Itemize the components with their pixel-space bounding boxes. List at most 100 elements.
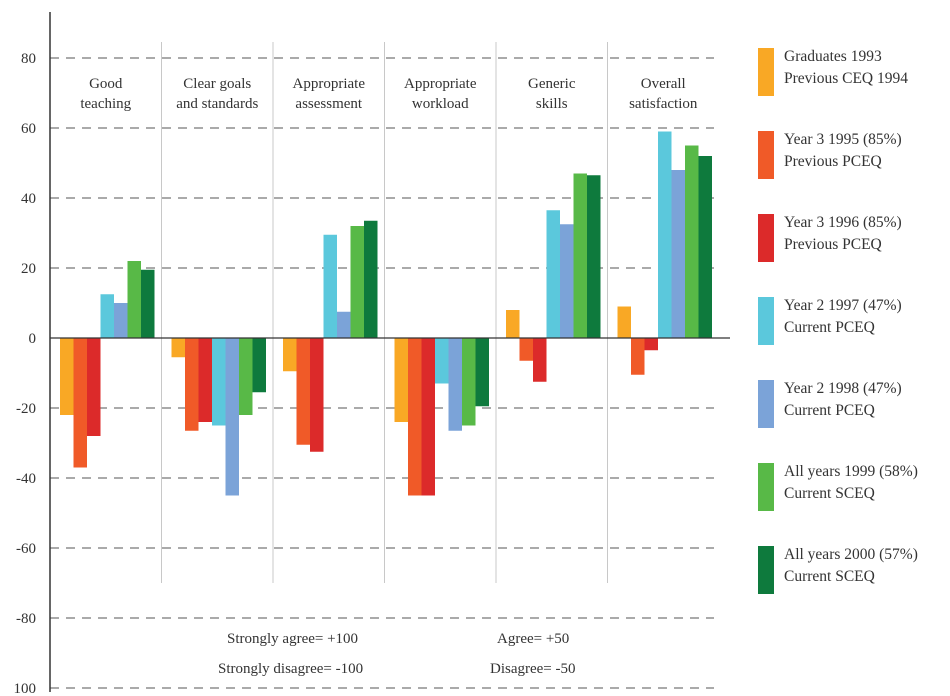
legend-swatch: [758, 463, 774, 511]
legend-label-line: Graduates 1993: [784, 48, 882, 65]
category-label-line: Generic: [528, 76, 576, 92]
category-label: Appropriate assessment: [293, 76, 366, 112]
y-tick-label: -20: [16, 401, 36, 417]
y-axis: [49, 12, 730, 692]
category-label: Generic skills: [528, 76, 576, 112]
y-tick-label: 40: [21, 191, 36, 207]
legend-label-line: All years 2000 (57%): [784, 546, 918, 563]
bar: [239, 338, 253, 415]
y-tick-labels: 80 60 40 20 0 -20 -40 -60 -80 100: [14, 51, 37, 696]
y-tick-label: -40: [16, 471, 36, 487]
y-tick-label: 80: [21, 51, 36, 67]
category-label-line: satisfaction: [629, 96, 698, 112]
note-disagree: Disagree= -50: [490, 661, 576, 677]
category-label-line: Appropriate: [404, 76, 477, 92]
bar: [685, 145, 699, 338]
legend-swatch: [758, 546, 774, 594]
bar: [364, 220, 378, 338]
scale-notes: Strongly agree= +100 Strongly disagree= …: [218, 631, 576, 677]
bar: [73, 338, 87, 468]
bars: [60, 131, 712, 496]
legend-label-line: Current PCEQ: [784, 402, 875, 419]
category-label-line: assessment: [295, 96, 362, 112]
legend-label: All years 2000 (57%) Current SCEQ: [784, 544, 950, 588]
category-label-line: skills: [536, 96, 568, 112]
note-strongly-agree: Strongly agree= +100: [227, 631, 358, 647]
y-tick-label: -60: [16, 541, 36, 557]
y-tick-label: 20: [21, 261, 36, 277]
bar: [127, 261, 141, 338]
legend-swatch: [758, 48, 774, 96]
bar: [350, 226, 364, 338]
note-strongly-disagree: Strongly disagree= -100: [218, 661, 363, 677]
bar: [698, 156, 712, 338]
bar: [546, 210, 560, 338]
bar: [587, 175, 601, 338]
legend-label-line: Year 3 1995 (85%): [784, 131, 902, 148]
bar: [323, 234, 337, 338]
bar: [519, 338, 533, 361]
y-tick-label: 60: [21, 121, 36, 137]
legend-swatch: [758, 214, 774, 262]
legend-label: Year 3 1996 (85%) Previous PCEQ: [784, 212, 950, 256]
bar: [87, 338, 101, 436]
bar: [658, 131, 672, 338]
note-agree: Agree= +50: [497, 631, 569, 647]
category-label-line: Good: [89, 76, 123, 92]
category-label: Overall satisfaction: [629, 76, 698, 112]
legend-label: Graduates 1993 Previous CEQ 1994: [784, 46, 950, 90]
bar: [435, 338, 449, 384]
bar: [408, 338, 422, 496]
bar: [462, 338, 476, 426]
bar: [283, 338, 297, 372]
category-label: Clear goals and standards: [176, 76, 258, 112]
y-tick-label: 0: [29, 331, 37, 347]
bar: [212, 338, 226, 426]
bar: [394, 338, 408, 422]
bar: [100, 294, 114, 338]
legend-label-line: Year 2 1997 (47%): [784, 297, 902, 314]
legend-label-line: All years 1999 (58%): [784, 463, 918, 480]
bar: [671, 170, 685, 338]
legend-label: Year 3 1995 (85%) Previous PCEQ: [784, 129, 950, 173]
bar: [448, 338, 462, 431]
bar: [310, 338, 324, 452]
legend-swatch: [758, 131, 774, 179]
category-label-line: workload: [412, 96, 469, 112]
legend-label-line: Current SCEQ: [784, 485, 875, 502]
bar: [171, 338, 185, 358]
bar: [337, 311, 351, 338]
bar: [644, 338, 658, 351]
bar: [573, 173, 587, 338]
bar: [296, 338, 310, 445]
legend-label-line: Previous PCEQ: [784, 236, 882, 253]
legend-label: Year 2 1997 (47%) Current PCEQ: [784, 295, 950, 339]
legend-label-line: Year 2 1998 (47%): [784, 380, 902, 397]
legend-label: Year 2 1998 (47%) Current PCEQ: [784, 378, 950, 422]
category-label-line: Overall: [641, 76, 686, 92]
y-tick-label: -80: [16, 611, 36, 627]
bar: [506, 310, 520, 338]
bar: [475, 338, 489, 407]
legend-label-line: Current PCEQ: [784, 319, 875, 336]
legend-swatch: [758, 380, 774, 428]
bar: [533, 338, 547, 382]
bar: [421, 338, 435, 496]
legend-swatch: [758, 297, 774, 345]
bar: [252, 338, 266, 393]
bar: [60, 338, 74, 415]
category-label-line: Clear goals: [183, 76, 251, 92]
legend-label-line: Current SCEQ: [784, 568, 875, 585]
legend-label-line: Previous PCEQ: [784, 153, 882, 170]
bar: [225, 338, 239, 496]
bar: [114, 303, 128, 338]
bar: [560, 224, 574, 338]
category-label-line: teaching: [80, 96, 131, 112]
bar: [631, 338, 645, 375]
legend-label-line: Previous CEQ 1994: [784, 70, 908, 87]
category-label-line: Appropriate: [293, 76, 366, 92]
legend-label-line: Year 3 1996 (85%): [784, 214, 902, 231]
legend-label: All years 1999 (58%) Current SCEQ: [784, 461, 950, 505]
category-dividers: [161, 42, 608, 583]
